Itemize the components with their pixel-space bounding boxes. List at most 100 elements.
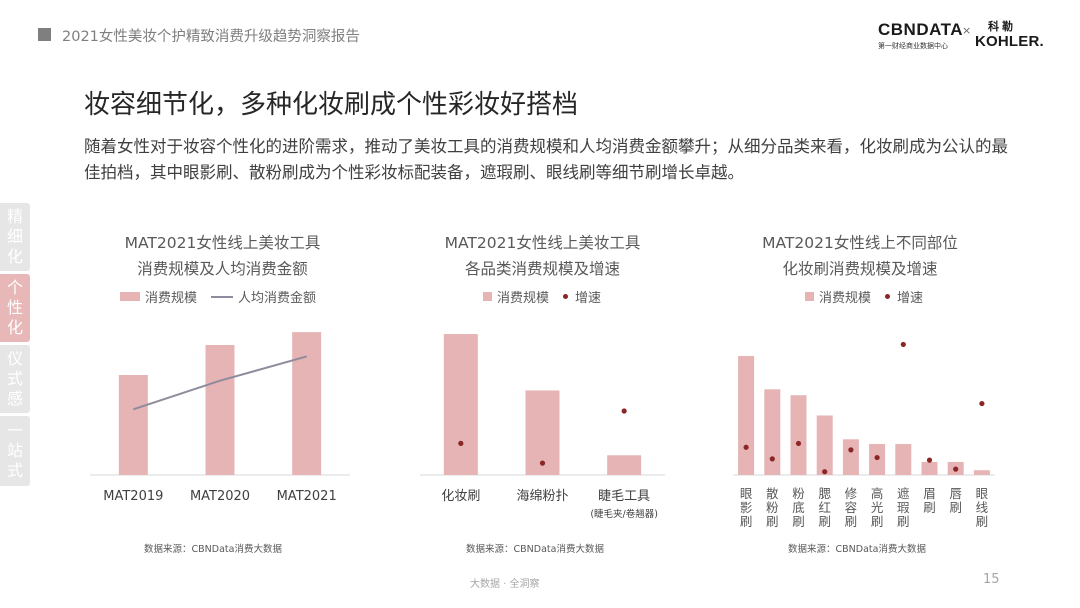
- chart3-x-tick-label: 刷: [897, 514, 910, 529]
- chart3-bar: [973, 470, 990, 475]
- chart2-dot: [621, 408, 627, 414]
- chart3-dot: [822, 469, 828, 475]
- chart2-x-tick-label: 化妆刷: [441, 489, 480, 504]
- chart3-x-tick-label: 刷: [740, 514, 753, 529]
- legend-label: 人均消费金额: [238, 291, 317, 306]
- chart3-dot: [953, 466, 959, 472]
- chart1-title-line1: MAT2021女性线上美妆工具: [124, 234, 321, 252]
- legend-dot-swatch: [563, 294, 569, 299]
- chart3-x-tick-label: 散: [766, 486, 779, 501]
- chart3-bar: [738, 355, 755, 475]
- chart3-source: 数据来源：CBNData消费大数据: [788, 544, 926, 555]
- chart3-dot: [848, 447, 854, 453]
- side-tab-label: 仪式感: [6, 349, 23, 408]
- chart3-x-tick-label: 遮: [897, 486, 910, 501]
- chart1-source: 数据来源：CBNData消费大数据: [144, 544, 282, 555]
- chart1-bar: [205, 345, 235, 475]
- chart2-x-tick-note: (睫毛夹/卷翘器): [590, 508, 658, 520]
- side-tab-personalized[interactable]: 个性化: [0, 274, 30, 342]
- legend-label: 消费规模: [497, 291, 550, 306]
- chart3-x-tick-label: 眼: [976, 486, 989, 501]
- chart1-bar: [118, 375, 148, 475]
- chart2-source: 数据来源：CBNData消费大数据: [466, 544, 604, 555]
- chart3-dot: [769, 456, 775, 462]
- chart2-dot: [458, 440, 464, 446]
- chart3-x-tick-label: 修: [845, 486, 858, 501]
- chart3-dot: [743, 444, 749, 450]
- chart3-bar: [816, 415, 833, 475]
- side-tab-label: 一站式: [6, 421, 23, 480]
- chart3-bar: [921, 461, 938, 475]
- chart3-x-tick-label: 底: [792, 500, 805, 515]
- header-square-icon: [38, 28, 51, 41]
- chart1-x-tick-label: MAT2021: [277, 489, 337, 504]
- chart3-title-line1: MAT2021女性线上不同部位: [762, 234, 958, 252]
- side-tab-ritual[interactable]: 仪式感: [0, 345, 30, 413]
- cbndata-logo-subtitle: 第一财经商业数据中心: [878, 42, 948, 50]
- chart2-bar: [443, 334, 478, 475]
- chart3-dot: [874, 454, 880, 461]
- chart1-line-series: [133, 355, 307, 411]
- chart3-x-tick-label: 刷: [792, 514, 805, 529]
- chart3-x-tick-label: 唇: [949, 486, 962, 501]
- chart3-x-tick-label: 刷: [766, 514, 779, 529]
- chart3-bar: [895, 444, 912, 475]
- chart3-dot: [926, 457, 933, 463]
- legend-dot-swatch: [885, 294, 891, 299]
- chart3-bar: [764, 389, 781, 475]
- legend-bar-swatch: [483, 292, 492, 301]
- legend-label: 增速: [575, 291, 602, 306]
- chart3-x-tick-label: 粉: [766, 500, 779, 515]
- chart3-x-tick-label: 刷: [818, 514, 831, 529]
- logo-separator: ×: [962, 24, 972, 37]
- chart2-bar: [607, 455, 642, 475]
- chart3-title: MAT2021女性线上不同部位 化妆刷消费规模及增速: [735, 230, 985, 282]
- chart3-x-tick-label: 刷: [845, 514, 858, 529]
- chart3-x-tick-label: 线: [976, 500, 989, 515]
- chart3-x-tick-label: 瑕: [897, 500, 910, 515]
- chart2-dot: [539, 460, 546, 466]
- chart3-x-tick-label: 影: [740, 500, 753, 515]
- chart3-x-tick-label: 粉: [792, 486, 805, 501]
- chart2-title: MAT2021女性线上美妆工具 各品类消费规模及增速: [420, 230, 665, 282]
- chart2-x-tick-label: 睫毛工具: [598, 489, 650, 504]
- kohler-logo: KOHLER.: [975, 33, 1044, 50]
- side-tab-label: 精细化: [6, 207, 23, 266]
- chart1-legend: 消费规模 人均消费金额: [120, 287, 316, 306]
- chart1-title: MAT2021女性线上美妆工具 消费规模及人均消费金额: [100, 230, 345, 282]
- page-heading: 妆容细节化，多种化妆刷成个性彩妆好搭档: [84, 90, 579, 120]
- footer-slogan: 大数据 · 全洞察: [470, 579, 540, 590]
- intro-paragraph: 随着女性对于妆容个性化的进阶需求，推动了美妆工具的消费规模和人均消费金额攀升；从…: [84, 137, 1008, 182]
- side-tab-one-stop[interactable]: 一站式: [0, 416, 30, 486]
- side-tab-label: 个性化: [6, 278, 23, 337]
- legend-label: 消费规模: [145, 291, 198, 306]
- kohler-logo-cn: 科勒: [988, 20, 1016, 33]
- legend-bar-swatch: [120, 292, 140, 301]
- chart1-bar: [292, 332, 322, 475]
- chart3-x-tick-label: 红: [818, 500, 831, 515]
- legend-bar-swatch: [805, 292, 814, 301]
- side-tab-refined[interactable]: 精细化: [0, 203, 30, 271]
- chart2-title-line2: 各品类消费规模及增速: [464, 260, 620, 278]
- cbndata-logo: CBNDATA: [878, 20, 964, 39]
- chart3-x-tick-label: 光: [871, 500, 884, 515]
- legend-label: 增速: [897, 291, 924, 306]
- chart3-x-tick-label: 腮: [818, 486, 831, 501]
- chart2-x-tick-label: 海绵粉扑: [516, 489, 568, 504]
- chart3-legend: 消费规模 增速: [805, 287, 923, 306]
- chart3-x-tick-label: 刷: [871, 514, 884, 529]
- chart3-x-tick-label: 高: [871, 486, 884, 501]
- chart3-dot: [795, 440, 802, 447]
- chart3-x-tick-label: 刷: [949, 500, 962, 515]
- chart3-x-tick-label: 眼: [740, 486, 753, 501]
- report-title: 2021女性美妆个护精致消费升级趋势洞察报告: [62, 29, 360, 45]
- chart2-legend: 消费规模 增速: [483, 287, 601, 306]
- chart3-bar: [790, 395, 807, 475]
- chart3-dot: [900, 341, 906, 348]
- legend-label: 消费规模: [819, 291, 872, 306]
- chart3-x-tick-label: 刷: [976, 514, 989, 529]
- chart3-bar: [842, 439, 859, 475]
- chart2-title-line1: MAT2021女性线上美妆工具: [444, 234, 641, 252]
- chart3-x-tick-label: 眉: [923, 486, 936, 501]
